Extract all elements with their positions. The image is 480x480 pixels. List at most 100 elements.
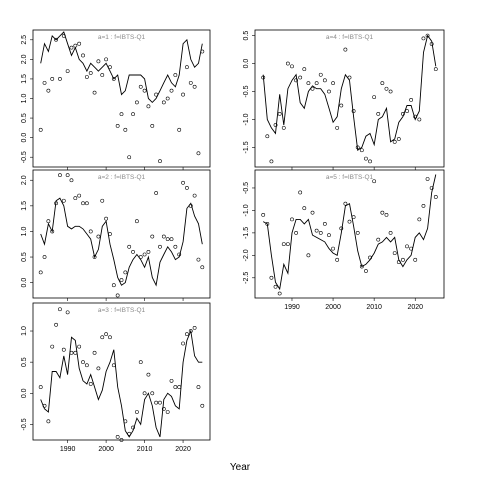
x-tick-label: 1990 bbox=[284, 304, 300, 311]
data-point bbox=[376, 111, 381, 116]
data-point bbox=[169, 378, 174, 383]
y-tick-label: -0.5 bbox=[243, 85, 250, 97]
panel-title: a=3 : f=IBTS-Q1 bbox=[98, 307, 146, 314]
panel-5: a=5 : f=IBTS-Q1 -2.5 -2.0 -1.5 -1.0 -0.5 1990 2… bbox=[243, 169, 445, 311]
data-point bbox=[331, 81, 335, 86]
data-point bbox=[150, 124, 155, 128]
panel-frame bbox=[32, 29, 211, 168]
panels-layer: a=1 : f=IBTS-Q1 -0.5 0.0 0.5 1.0 1.5 2.0 2.5 a=2… bbox=[21, 29, 445, 453]
data-point bbox=[131, 250, 135, 254]
data-point bbox=[134, 219, 139, 224]
data-point bbox=[364, 156, 368, 161]
data-point bbox=[306, 81, 311, 86]
data-point bbox=[425, 33, 430, 38]
data-point bbox=[50, 77, 55, 81]
data-point bbox=[81, 201, 85, 206]
data-point bbox=[88, 71, 93, 75]
data-point bbox=[368, 255, 372, 260]
data-point bbox=[417, 217, 422, 222]
y-tick-label: 0.5 bbox=[21, 113, 28, 123]
data-point bbox=[273, 284, 278, 289]
data-point bbox=[433, 195, 438, 199]
data-point bbox=[339, 226, 344, 231]
data-point bbox=[298, 190, 303, 195]
data-point bbox=[73, 196, 78, 201]
data-point bbox=[131, 112, 135, 117]
data-point bbox=[111, 283, 116, 288]
data-point bbox=[142, 391, 147, 396]
data-point bbox=[115, 124, 120, 128]
y-tick-label: 1.0 bbox=[21, 326, 28, 336]
y-tick-label: -1.5 bbox=[243, 227, 250, 239]
y-tick-label: 0.5 bbox=[243, 31, 250, 41]
data-point bbox=[281, 125, 286, 130]
data-point bbox=[310, 210, 315, 215]
data-point bbox=[100, 198, 105, 203]
data-point bbox=[192, 193, 197, 198]
data-point bbox=[343, 47, 348, 52]
data-point bbox=[123, 270, 128, 275]
data-point bbox=[359, 264, 364, 269]
data-point bbox=[104, 216, 109, 221]
data-point bbox=[405, 109, 409, 113]
panel-3: a=3 : f=IBTS-Q1 -0.5 0.0 0.5 1.0 1990 2000 2010… bbox=[21, 302, 211, 453]
panel-frame bbox=[32, 302, 211, 441]
panel-1: a=1 : f=IBTS-Q1 -0.5 0.0 0.5 1.0 1.5 2.0 2.5 bbox=[21, 29, 211, 170]
data-point bbox=[314, 81, 319, 86]
data-point bbox=[388, 89, 393, 94]
x-axis-label: Year bbox=[230, 462, 251, 473]
data-point bbox=[355, 230, 360, 235]
data-point bbox=[196, 385, 201, 389]
panel-2: a=2 : f=IBTS-Q1 0.0 0.5 1.0 1.5 2.0 bbox=[21, 169, 211, 301]
panel-frame bbox=[32, 169, 211, 299]
y-tick-label: 0.0 bbox=[21, 133, 28, 143]
data-point bbox=[273, 123, 278, 127]
data-point bbox=[123, 419, 128, 424]
data-point bbox=[196, 257, 201, 262]
data-point bbox=[138, 360, 143, 365]
data-point bbox=[46, 88, 51, 93]
data-point bbox=[123, 127, 128, 132]
data-point bbox=[392, 139, 397, 144]
data-point bbox=[38, 127, 43, 132]
y-tick-label: -1.0 bbox=[243, 113, 250, 125]
data-point bbox=[335, 125, 340, 130]
data-point bbox=[396, 137, 401, 141]
data-point bbox=[69, 178, 74, 183]
data-point bbox=[318, 72, 323, 77]
panel-title: a=2 : f=IBTS-Q1 bbox=[98, 174, 146, 181]
data-point bbox=[413, 114, 418, 119]
data-point bbox=[173, 385, 178, 389]
data-point bbox=[150, 391, 155, 396]
data-point bbox=[54, 37, 58, 42]
data-point bbox=[146, 104, 151, 109]
data-point bbox=[310, 86, 315, 91]
y-tick-label: -1.0 bbox=[243, 204, 250, 216]
data-point bbox=[158, 400, 162, 405]
data-point bbox=[327, 89, 331, 94]
data-point bbox=[38, 385, 43, 389]
data-point bbox=[384, 213, 389, 217]
data-point bbox=[265, 134, 270, 139]
data-point bbox=[294, 230, 298, 235]
y-tick-label: 1.5 bbox=[21, 201, 28, 211]
data-point bbox=[294, 78, 298, 83]
x-tick-label: 2000 bbox=[98, 446, 114, 453]
data-point bbox=[265, 221, 270, 226]
data-point bbox=[81, 53, 85, 58]
data-point bbox=[115, 293, 120, 298]
data-point bbox=[417, 117, 422, 122]
data-point bbox=[185, 186, 189, 190]
x-tick-label: 2020 bbox=[175, 446, 191, 453]
data-point bbox=[134, 410, 139, 414]
x-tick-label: 2010 bbox=[137, 446, 153, 453]
data-point bbox=[192, 84, 197, 89]
data-point bbox=[200, 49, 205, 54]
data-point bbox=[154, 400, 159, 405]
data-point bbox=[409, 97, 414, 102]
data-point bbox=[322, 78, 327, 83]
data-point bbox=[351, 215, 356, 220]
data-point bbox=[58, 173, 62, 178]
data-point bbox=[61, 33, 66, 38]
